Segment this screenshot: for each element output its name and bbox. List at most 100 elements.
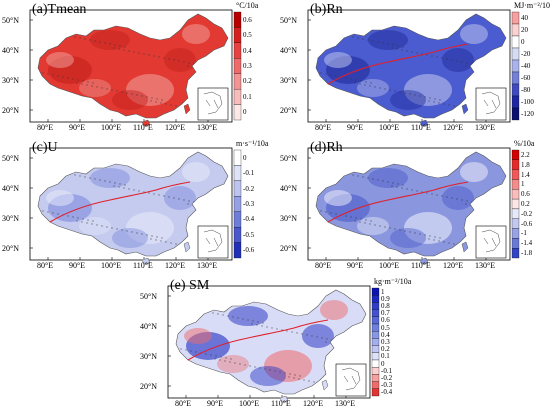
- station-point: [128, 50, 130, 52]
- station-point: [374, 224, 376, 226]
- panel-u: (c)U m·s⁻¹/10a 0 -0.1 -0.2 -0.3 -0.4 -0.5 -0.6 50…: [0, 138, 270, 272]
- colorbar-tick-label: 0.6: [243, 15, 252, 24]
- station-point: [215, 355, 217, 357]
- station-point: [352, 174, 354, 176]
- station-point: [67, 77, 69, 79]
- scs-inset: [197, 225, 229, 259]
- station-point: [362, 38, 364, 40]
- station-point: [414, 232, 416, 234]
- colorbar-segment: [511, 208, 520, 219]
- station-point: [404, 230, 406, 232]
- station-point: [326, 338, 328, 340]
- station-point: [150, 238, 152, 240]
- station-point: [357, 37, 359, 39]
- colorbar-tick-label: 40: [521, 14, 528, 22]
- station-point: [441, 57, 443, 59]
- colorbar-tick-label: 1: [521, 180, 525, 189]
- colorbar-segment: [511, 198, 520, 210]
- station-point: [163, 195, 165, 197]
- lon-label: 100°E: [379, 261, 400, 270]
- lon-label: 90°E: [69, 123, 86, 132]
- station-point: [123, 49, 125, 51]
- station-point: [136, 94, 138, 96]
- station-point: [99, 41, 101, 43]
- station-point: [379, 225, 381, 227]
- taiwan-region: [461, 241, 469, 253]
- station-point: [136, 232, 138, 234]
- station-point: [391, 185, 393, 187]
- station-point: [448, 104, 450, 106]
- station-point: [364, 222, 366, 224]
- panel-rn: (b)Rn MJ·m⁻²/10a 40 20 0 -20 -40 -60 -80 -100 -120…: [278, 0, 550, 134]
- station-point: [146, 234, 148, 236]
- station-point: [111, 227, 113, 229]
- station-point: [404, 92, 406, 94]
- colorbar-tick-label: -0.6: [521, 219, 533, 228]
- lat-label: 40°N: [2, 46, 19, 55]
- station-point: [106, 88, 108, 90]
- station-point: [396, 48, 398, 50]
- station-point: [87, 219, 89, 221]
- station-point: [370, 220, 372, 222]
- colorbar-segment: [233, 73, 242, 90]
- map-svg: [29, 147, 242, 265]
- china-region: [37, 13, 229, 119]
- station-point: [392, 44, 394, 46]
- station-point: [86, 84, 88, 86]
- station-point: [173, 197, 175, 199]
- colorbar-segment: [511, 189, 520, 200]
- station-point: [212, 312, 214, 314]
- station-point: [195, 351, 197, 353]
- trend-area: [79, 217, 111, 235]
- lon-label: 100°E: [239, 399, 260, 408]
- colorbar-segment: [511, 35, 520, 49]
- station-point: [397, 45, 399, 47]
- station-point: [82, 80, 84, 82]
- station-point: [325, 211, 327, 213]
- colorbar-segment: [233, 58, 242, 74]
- station-point: [220, 356, 222, 358]
- station-point: [438, 102, 440, 104]
- station-point: [387, 181, 389, 183]
- trend-area: [368, 30, 408, 50]
- station-point: [414, 94, 416, 96]
- colorbar-tick-label: -0.5: [243, 230, 255, 239]
- panel-label: (d)Rh: [310, 140, 343, 155]
- lat-label: 20°N: [280, 244, 297, 253]
- colorbar-tick-label: 1.4: [521, 170, 530, 179]
- colorbar-tick-label: -40: [521, 62, 531, 70]
- colorbar-tick-label: -0.2: [381, 374, 393, 382]
- station-point: [456, 198, 458, 200]
- china-region: [175, 289, 367, 395]
- station-point: [271, 327, 273, 329]
- station-point: [266, 326, 268, 328]
- scs-islands: [341, 367, 361, 391]
- colorbar-tick-label: 0.7: [381, 309, 390, 318]
- station-point: [114, 44, 116, 46]
- station-point: [188, 200, 190, 202]
- colorbar-segment: [233, 242, 242, 259]
- station-point: [116, 228, 118, 230]
- lon-label: 80°E: [37, 123, 54, 132]
- station-point: [350, 216, 352, 218]
- trend-area: [79, 79, 111, 97]
- colorbar-segment: [233, 11, 242, 28]
- trend-area: [126, 74, 174, 106]
- map-svg: [167, 285, 380, 403]
- station-point: [155, 239, 157, 241]
- station-point: [372, 178, 374, 180]
- lon-label: 120°E: [443, 123, 464, 132]
- colorbar-tick-label: 0.3: [243, 62, 252, 70]
- station-point: [222, 314, 224, 316]
- trend-area: [324, 52, 352, 68]
- lat-label: 20°N: [2, 106, 19, 115]
- station-point: [79, 37, 81, 39]
- scs-inset: [475, 225, 507, 259]
- scs-islands: [203, 229, 223, 253]
- station-point: [461, 199, 463, 201]
- lat-label: 20°N: [2, 244, 19, 253]
- station-point: [429, 97, 431, 99]
- lon-label: 110°E: [133, 261, 153, 270]
- station-point: [269, 369, 271, 371]
- station-point: [165, 103, 167, 105]
